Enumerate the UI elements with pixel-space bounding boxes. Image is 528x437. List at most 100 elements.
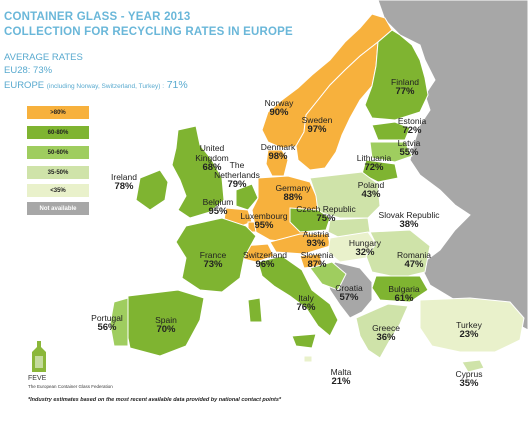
country-name: Lithuania (356, 153, 392, 163)
legend-item-60-80: 60-80% (27, 126, 89, 139)
legend-label: <35% (50, 187, 66, 194)
country-label-norway: Norway 90% (265, 98, 294, 118)
legend-label: 60-80% (47, 129, 69, 136)
country-name: Sweden (301, 115, 333, 125)
average-rates-europe: EUROPE (including Norway, Switzerland, T… (4, 79, 188, 91)
country-label-slovak-republic: Slovak Republic 38% (379, 210, 440, 230)
country-value: 79% (227, 179, 247, 190)
legend-item-50-60: 50-60% (27, 146, 89, 159)
country-label-united-kingdom: United Kingdom 68% (185, 143, 239, 173)
country-value: 87% (307, 259, 327, 270)
greece-shape (355, 303, 409, 359)
country-label-turkey: Turkey 23% (456, 320, 482, 340)
footnote: *Industry estimates based on the most re… (28, 397, 282, 403)
country-name: Hungary (348, 238, 382, 248)
country-label-cyprus: Cyprus 35% (456, 369, 483, 389)
country-name: Malta (330, 367, 352, 377)
country-value: 97% (307, 124, 327, 135)
country-label-finland: Finland 77% (391, 77, 419, 97)
country-label-spain: Spain 70% (155, 315, 177, 335)
ireland-shape (135, 169, 169, 211)
country-name: Austria (302, 229, 330, 239)
portugal-shape (109, 297, 129, 347)
country-label-austria: Austria 93% (303, 229, 329, 249)
country-name: Greece (372, 323, 400, 333)
country-label-italy: Italy 76% (296, 293, 315, 313)
country-name: Norway (264, 98, 294, 108)
country-label-switzerland: Switzerland 96% (243, 250, 287, 270)
country-name: Estonia (397, 116, 427, 126)
country-name: France (199, 250, 227, 260)
country-value: 55% (399, 147, 419, 158)
country-name: Portugal (91, 313, 123, 323)
country-value: 73% (203, 259, 223, 270)
uk-shape (171, 125, 225, 219)
country-label-greece: Greece 36% (372, 323, 400, 343)
country-value: 38% (399, 219, 419, 230)
country-label-luxembourg: Luxembourg 95% (240, 211, 287, 231)
malta-shape (303, 355, 313, 363)
country-label-malta: Malta 21% (331, 367, 352, 387)
country-label-denmark: Denmark 98% (261, 142, 295, 162)
country-name: The Netherlands (214, 160, 260, 180)
france-shape (175, 217, 257, 293)
country-label-portugal: Portugal 56% (91, 313, 123, 333)
legend-item-not-available: Not available (27, 202, 89, 215)
country-value: 72% (364, 162, 384, 173)
legend-item-35-50: 35-50% (27, 166, 89, 179)
legend-label: >80% (50, 109, 66, 116)
legend-label: 35-50% (47, 169, 69, 176)
finland-shape (364, 29, 429, 121)
country-label-latvia: Latvia 55% (398, 138, 421, 158)
legend-label: Not available (39, 205, 77, 212)
country-name: Bulgaria (388, 284, 420, 294)
country-value: 70% (156, 324, 176, 335)
country-name: Switzerland (243, 250, 287, 260)
country-name: Cyprus (455, 369, 483, 379)
turkey-shape (419, 297, 525, 353)
italy-shape (257, 255, 339, 337)
country-label-france: France 73% (200, 250, 226, 270)
country-label-bulgaria: Bulgaria 61% (388, 284, 419, 304)
country-label-estonia: Estonia 72% (398, 116, 426, 136)
country-value: 77% (395, 86, 415, 97)
country-name: Latvia (397, 138, 421, 148)
country-label-belgium: Belgium 95% (203, 197, 234, 217)
country-value: 32% (355, 247, 375, 258)
country-name: Luxembourg (240, 211, 288, 221)
netherlands-shape (235, 183, 259, 211)
country-name: Turkey (456, 320, 482, 330)
croatia-shape (309, 261, 347, 291)
feve-logo-subtitle: The European Container Glass Federation (28, 384, 113, 389)
country-label-germany: Germany 88% (276, 183, 311, 203)
country-value: 72% (402, 125, 422, 136)
country-value: 93% (306, 238, 326, 249)
estonia-shape (371, 121, 411, 141)
average-rates-eu28: EU28: 73% (4, 65, 53, 76)
country-name: Slovak Republic (378, 210, 440, 220)
lithuania-shape (361, 159, 399, 183)
average-rates-heading: AVERAGE RATES (4, 52, 83, 63)
country-label-netherlands: The Netherlands 79% (207, 160, 267, 190)
country-value: 78% (114, 181, 134, 192)
cyprus-shape (461, 359, 485, 373)
country-name: Slovenia (300, 250, 334, 260)
country-label-ireland: Ireland 78% (111, 172, 137, 192)
average-rates-europe-value: 71% (166, 79, 188, 91)
legend-item-over-80: >80% (27, 106, 89, 119)
country-value: 56% (97, 322, 117, 333)
country-label-lithuania: Lithuania 72% (357, 153, 392, 173)
map-title-line1: CONTAINER GLASS - YEAR 2013 (4, 11, 191, 23)
country-value: 76% (296, 302, 316, 313)
country-value: 95% (254, 220, 274, 231)
country-label-croatia: Croatia 57% (335, 283, 362, 303)
country-name: Ireland (111, 172, 137, 182)
average-rates-europe-label: EUROPE (4, 80, 45, 91)
bulgaria-shape (371, 275, 429, 303)
country-name: Czech Republic (296, 204, 356, 214)
country-name: Poland (357, 180, 385, 190)
country-name: Belgium (202, 197, 234, 207)
feve-logo-name: FEVE (28, 375, 47, 382)
czech-shape (289, 207, 331, 233)
